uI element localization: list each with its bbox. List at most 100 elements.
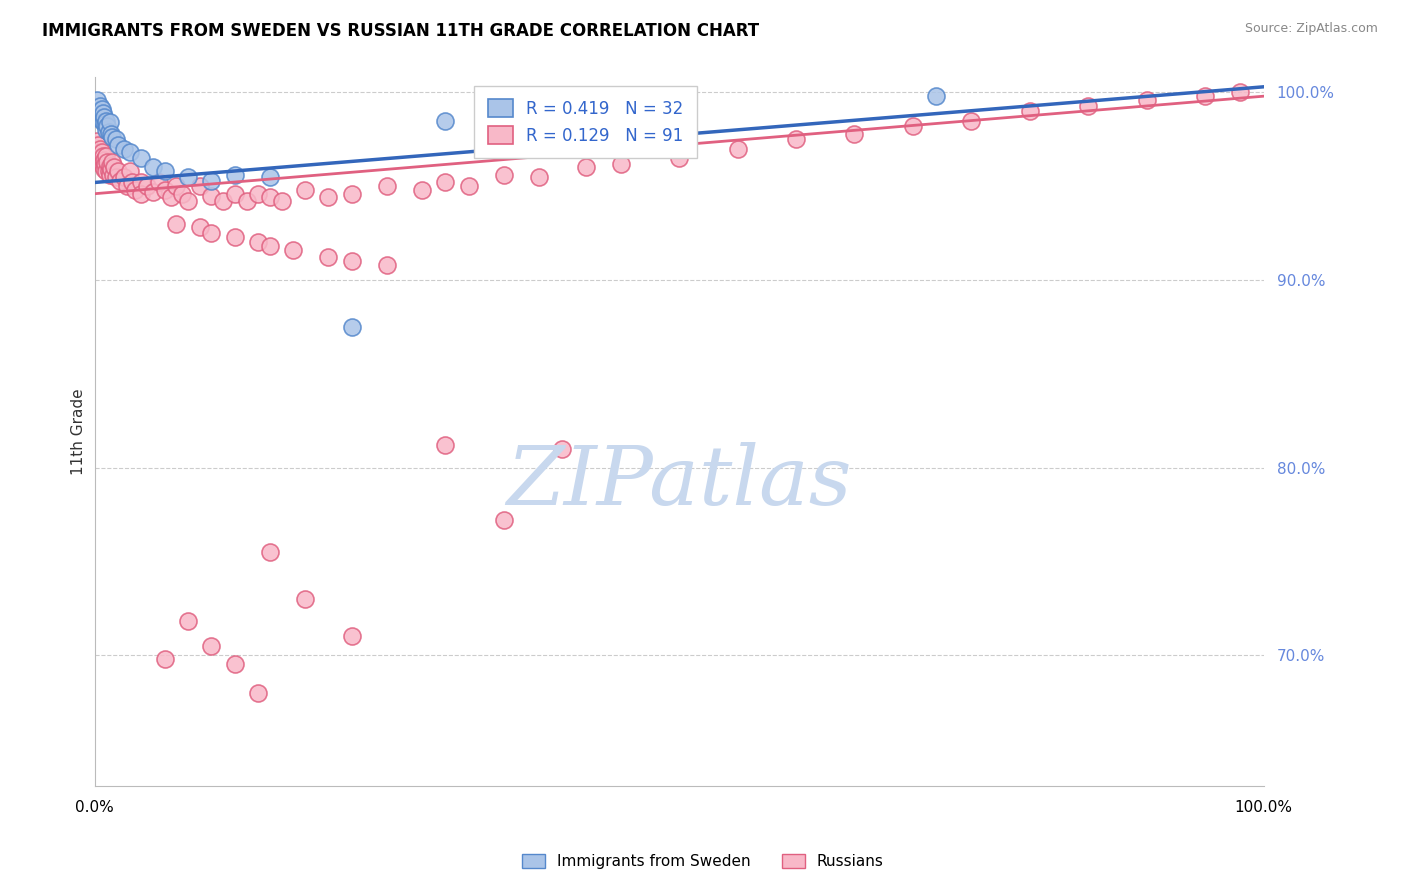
Point [136,179,159,194]
Point [785,132,807,146]
Point [925,89,948,103]
Point [86,93,108,107]
Point [94,117,117,131]
Point [96,149,118,163]
Point [551,442,574,456]
Point [668,151,690,165]
Point [270,194,292,209]
Point [247,186,270,201]
Point [107,138,129,153]
Point [93,153,115,167]
Point [112,169,135,184]
Legend: R = 0.419   N = 32, R = 0.129   N = 91: R = 0.419 N = 32, R = 0.129 N = 91 [474,86,697,158]
Point [259,169,281,184]
Point [283,243,305,257]
Point [89,145,111,160]
Text: IMMIGRANTS FROM SWEDEN VS RUSSIAN 11TH GRADE CORRELATION CHART: IMMIGRANTS FROM SWEDEN VS RUSSIAN 11TH G… [42,22,759,40]
Point [89,98,111,112]
Point [153,652,176,666]
Point [153,164,176,178]
Point [118,145,141,160]
Point [110,173,132,187]
Point [87,104,110,119]
Point [98,159,121,173]
Point [200,173,222,187]
Point [340,629,363,643]
Point [434,113,457,128]
Point [89,151,111,165]
Point [901,119,924,133]
Point [91,149,114,163]
Point [148,176,170,190]
Point [411,183,433,197]
Point [131,151,153,165]
Point [492,513,515,527]
Point [101,130,124,145]
Point [188,220,211,235]
Point [142,161,165,175]
Point [224,657,246,672]
Point [89,142,111,156]
Point [96,164,118,178]
Point [97,164,120,178]
Point [434,176,457,190]
Point [91,159,114,173]
Point [844,127,866,141]
Point [165,179,187,194]
Point [93,110,115,124]
Point [104,169,127,184]
Point [340,186,363,201]
Point [90,103,112,117]
Point [1077,98,1099,112]
Point [434,438,457,452]
Point [90,154,112,169]
Point [117,179,139,194]
Point [104,132,127,146]
Point [103,168,125,182]
Point [91,106,114,120]
Legend: Immigrants from Sweden, Russians: Immigrants from Sweden, Russians [516,848,890,875]
Y-axis label: 11th Grade: 11th Grade [72,389,86,475]
Point [247,235,270,250]
Point [131,186,153,201]
Point [574,161,596,175]
Point [492,168,515,182]
Point [86,134,108,148]
Point [112,142,135,156]
Point [527,169,550,184]
Point [247,685,270,699]
Point [121,176,143,190]
Point [1229,86,1251,100]
Point [124,183,146,197]
Point [960,113,983,128]
Point [224,230,246,244]
Text: Source: ZipAtlas.com: Source: ZipAtlas.com [1244,22,1378,36]
Point [318,251,340,265]
Point [89,108,111,122]
Point [172,186,194,201]
Point [98,115,121,129]
Point [727,142,749,156]
Point [259,545,281,559]
Point [96,154,118,169]
Point [224,186,246,201]
Point [188,179,211,194]
Point [177,169,200,184]
Point [177,615,200,629]
Point [100,127,122,141]
Point [90,145,112,160]
Point [224,168,246,182]
Point [200,639,222,653]
Point [96,113,118,128]
Point [97,125,120,139]
Point [340,319,363,334]
Point [118,164,141,178]
Point [87,138,110,153]
Point [294,591,316,606]
Point [165,217,187,231]
Point [1136,93,1159,107]
Text: ZIPatlas: ZIPatlas [506,442,852,522]
Point [375,179,398,194]
Point [235,194,257,209]
Point [153,183,176,197]
